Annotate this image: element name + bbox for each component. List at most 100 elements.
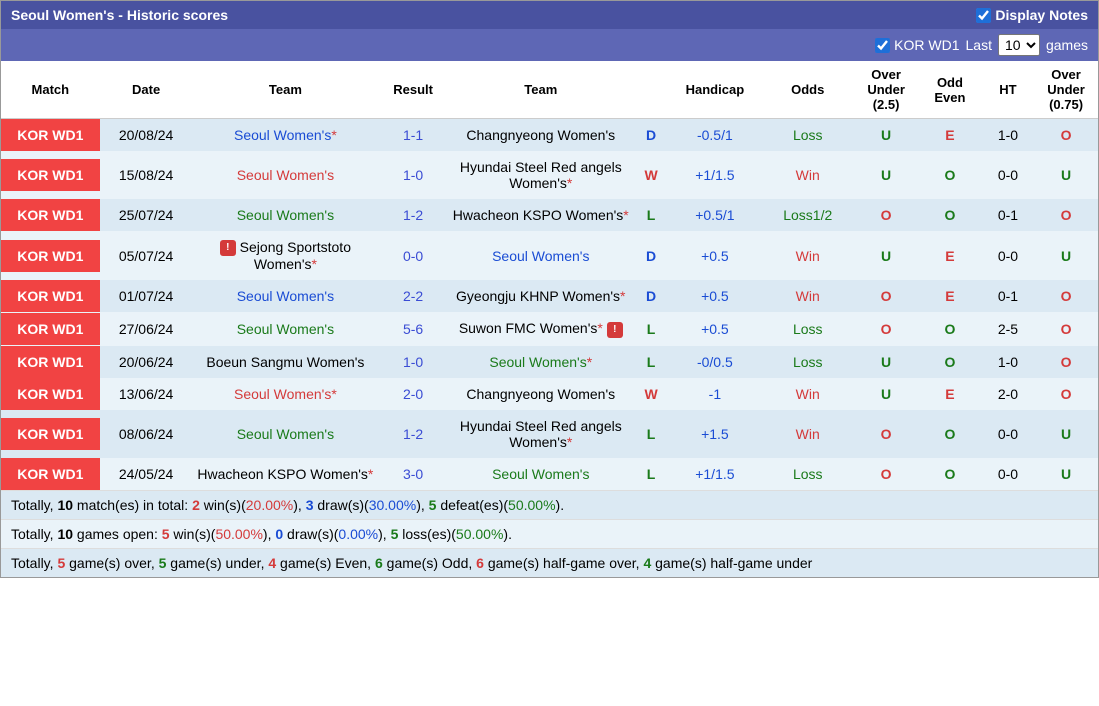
result-cell[interactable]: 0-0 [378,231,448,280]
date-cell: 27/06/24 [100,312,193,345]
result-cell[interactable]: 3-0 [378,458,448,491]
team-a-cell[interactable]: Hwacheon KSPO Women's* [193,458,379,491]
match-badge[interactable]: KOR WD1 [1,119,100,151]
display-notes-toggle[interactable]: Display Notes [976,7,1088,23]
match-badge[interactable]: KOR WD1 [1,199,100,231]
match-badge[interactable]: KOR WD1 [1,159,100,191]
wld-cell: L [634,312,669,345]
team-b-cell[interactable]: Changnyeong Women's [448,119,634,152]
team-b-cell[interactable]: Seoul Women's* [448,346,634,378]
team-a-cell[interactable]: Seoul Women's [193,410,379,458]
league-filter-checkbox[interactable] [875,38,890,53]
odds-cell: Loss [761,346,854,378]
table-row[interactable]: KOR WD125/07/24Seoul Women's1-2Hwacheon … [1,199,1098,231]
col-odd-even: Odd Even [918,61,982,119]
date-cell: 24/05/24 [100,458,193,491]
over-under-075-cell: O [1034,199,1098,231]
match-badge[interactable]: KOR WD1 [1,458,100,490]
team-a-cell[interactable]: Seoul Women's* [193,378,379,410]
league-filter-toggle[interactable]: KOR WD1 [875,37,959,53]
handicap-cell: +0.5 [668,312,761,345]
filter-bar: KOR WD1 Last 10 games [1,29,1098,61]
col-ht: HT [982,61,1034,119]
wld-cell: D [634,280,669,312]
team-a-cell[interactable]: Seoul Women's [193,199,379,231]
games-count-select[interactable]: 10 [998,34,1040,56]
team-a-cell[interactable]: Seoul Women's [193,280,379,312]
col-wld [634,61,669,119]
team-b-cell[interactable]: Seoul Women's [448,458,634,491]
table-row[interactable]: KOR WD101/07/24Seoul Women's2-2Gyeongju … [1,280,1098,312]
over-under-cell: U [854,151,918,199]
over-under-cell: U [854,119,918,152]
match-badge[interactable]: KOR WD1 [1,240,100,272]
result-cell[interactable]: 1-1 [378,119,448,152]
odd-even-cell: O [918,312,982,345]
team-b-cell[interactable]: Gyeongju KHNP Women's* [448,280,634,312]
games-label: games [1046,37,1088,53]
odds-cell: Win [761,378,854,410]
odds-cell: Loss [761,458,854,491]
match-badge[interactable]: KOR WD1 [1,313,100,345]
over-under-cell: U [854,346,918,378]
result-cell[interactable]: 2-0 [378,378,448,410]
table-row[interactable]: KOR WD115/08/24Seoul Women's1-0Hyundai S… [1,151,1098,199]
match-badge[interactable]: KOR WD1 [1,418,100,450]
col-result: Result [378,61,448,119]
team-b-cell[interactable]: Suwon FMC Women's* ! [448,312,634,345]
wld-cell: L [634,458,669,491]
match-badge[interactable]: KOR WD1 [1,378,100,410]
result-cell[interactable]: 1-2 [378,410,448,458]
table-row[interactable]: KOR WD105/07/24! Sejong Sportstoto Women… [1,231,1098,280]
handicap-cell: -0.5/1 [668,119,761,152]
col-handicap: Handicap [668,61,761,119]
result-cell[interactable]: 2-2 [378,280,448,312]
table-row[interactable]: KOR WD120/06/24Boeun Sangmu Women's1-0Se… [1,346,1098,378]
team-b-cell[interactable]: Seoul Women's [448,231,634,280]
odds-cell: Win [761,231,854,280]
team-b-cell[interactable]: Hyundai Steel Red angels Women's* [448,410,634,458]
ht-cell: 2-0 [982,378,1034,410]
team-a-cell[interactable]: Seoul Women's [193,312,379,345]
table-row[interactable]: KOR WD108/06/24Seoul Women's1-2Hyundai S… [1,410,1098,458]
summary-row-2: Totally, 10 games open: 5 win(s)(50.00%)… [1,519,1098,548]
date-cell: 01/07/24 [100,280,193,312]
team-a-cell[interactable]: Boeun Sangmu Women's [193,346,379,378]
wld-cell: W [634,378,669,410]
result-cell[interactable]: 1-0 [378,151,448,199]
odds-cell: Loss [761,312,854,345]
over-under-cell: O [854,458,918,491]
team-b-cell[interactable]: Hyundai Steel Red angels Women's* [448,151,634,199]
odds-cell: Win [761,280,854,312]
wld-cell: D [634,231,669,280]
table-row[interactable]: KOR WD127/06/24Seoul Women's5-6Suwon FMC… [1,312,1098,345]
result-cell[interactable]: 1-2 [378,199,448,231]
team-b-cell[interactable]: Hwacheon KSPO Women's* [448,199,634,231]
odd-even-cell: E [918,378,982,410]
team-a-cell[interactable]: Seoul Women's* [193,119,379,152]
team-a-cell[interactable]: ! Sejong Sportstoto Women's* [193,231,379,280]
wld-cell: L [634,346,669,378]
match-badge[interactable]: KOR WD1 [1,280,100,312]
over-under-cell: O [854,199,918,231]
odd-even-cell: E [918,280,982,312]
table-row[interactable]: KOR WD124/05/24Hwacheon KSPO Women's*3-0… [1,458,1098,491]
panel-title: Seoul Women's - Historic scores [11,7,228,23]
alert-icon: ! [607,322,623,338]
result-cell[interactable]: 5-6 [378,312,448,345]
handicap-cell: -0/0.5 [668,346,761,378]
date-cell: 25/07/24 [100,199,193,231]
result-cell[interactable]: 1-0 [378,346,448,378]
match-badge[interactable]: KOR WD1 [1,346,100,378]
date-cell: 15/08/24 [100,151,193,199]
team-a-cell[interactable]: Seoul Women's [193,151,379,199]
ht-cell: 1-0 [982,346,1034,378]
odds-cell: Loss [761,119,854,152]
ht-cell: 0-0 [982,151,1034,199]
table-row[interactable]: KOR WD120/08/24Seoul Women's*1-1Changnye… [1,119,1098,152]
ht-cell: 0-1 [982,199,1034,231]
table-row[interactable]: KOR WD113/06/24Seoul Women's*2-0Changnye… [1,378,1098,410]
team-b-cell[interactable]: Changnyeong Women's [448,378,634,410]
display-notes-checkbox[interactable] [976,8,991,23]
odd-even-cell: O [918,346,982,378]
